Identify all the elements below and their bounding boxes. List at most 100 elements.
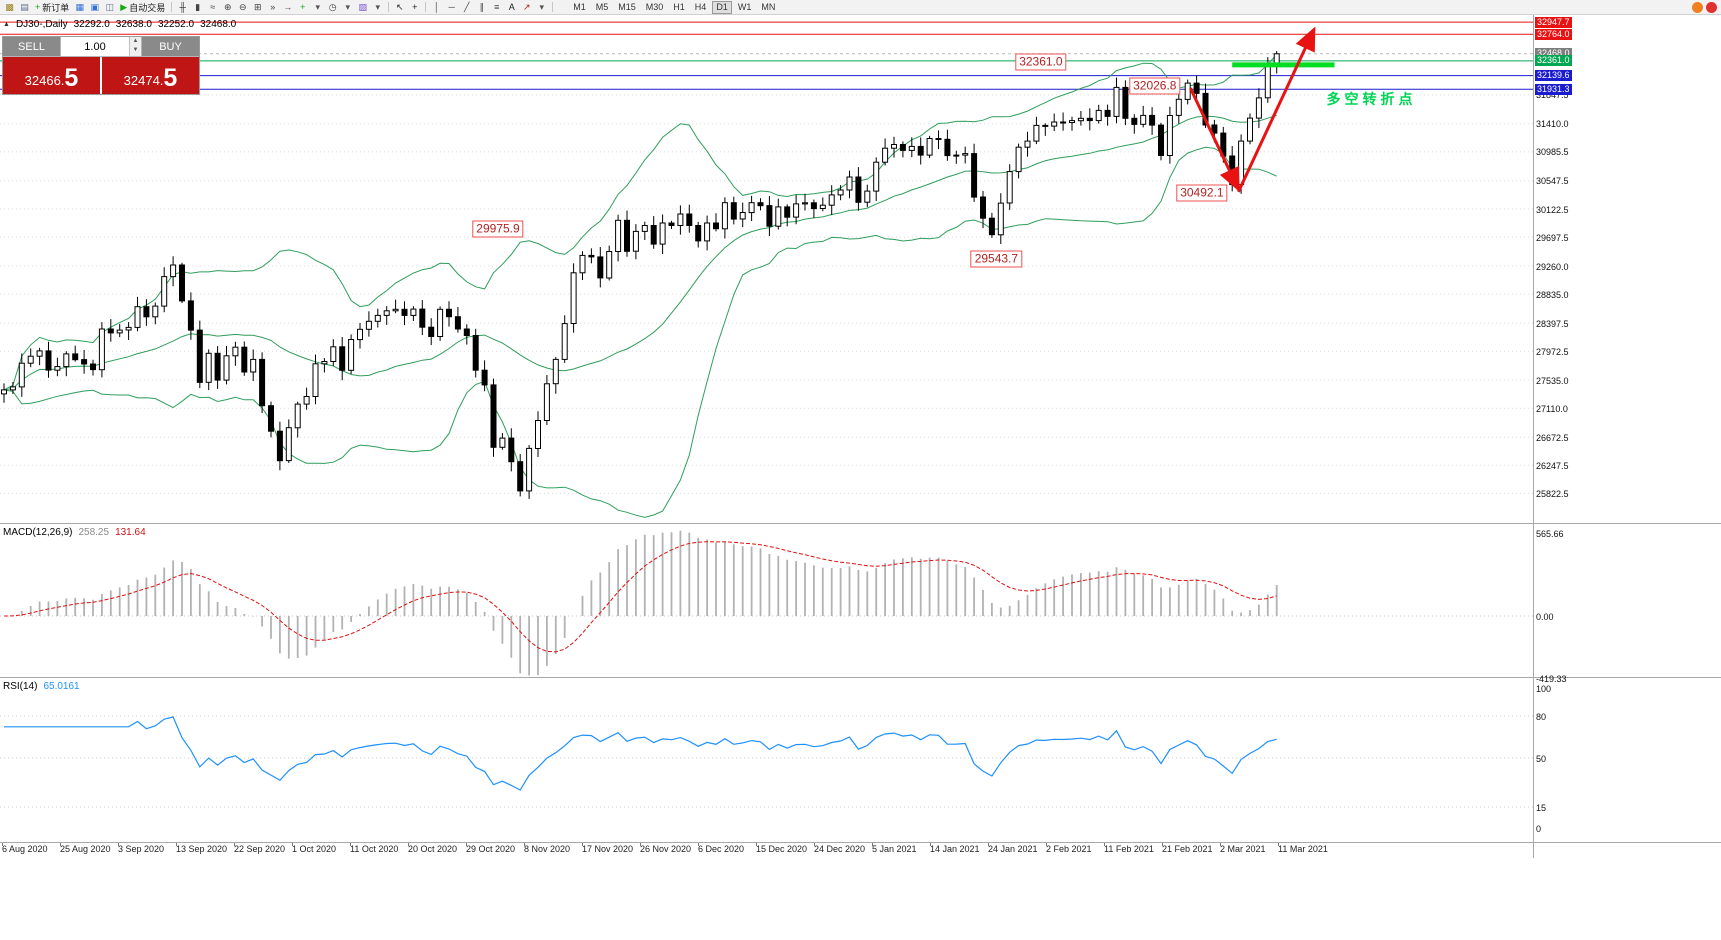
autotrade-button[interactable]: ▶ 自动交易 [120,1,165,14]
time-axis-label: 20 Oct 2020 [408,844,458,854]
time-axis-label: 25 Aug 2020 [60,844,111,854]
alert-badge-icon[interactable] [1706,2,1717,13]
time-axis-label: 13 Sep 2020 [176,844,228,854]
fibonacci-icon[interactable]: ≡ [490,1,503,14]
price-annotation[interactable]: 29975.9 [472,220,524,238]
price-level-tag: 32361.0 [1535,55,1572,67]
new-chart-icon[interactable]: ▩ [3,1,16,14]
channel-icon[interactable]: ∥ [475,1,488,14]
news-badge-icon[interactable] [1692,2,1703,13]
new-order-button-label: 新订单 [42,2,70,13]
horizontal-line-icon[interactable]: ─ [445,1,458,14]
macd-main-value: 258.25 [78,527,110,538]
macd-name: MACD(12,26,9) [3,527,73,538]
horizontal-level-lines[interactable] [0,21,1533,90]
period-dropdown-caret[interactable]: ▾ [341,1,354,14]
macd-axis-label: 565.66 [1536,529,1564,539]
market-watch-icon[interactable]: ▦ [73,1,86,14]
price-level-tag: 31931.3 [1535,83,1572,95]
toolbar-separator [425,2,427,12]
shapes-dropdown-caret[interactable]: ▾ [535,1,548,14]
arrows-tool-icon[interactable]: ↗ [520,1,533,14]
tile-windows-icon[interactable]: ⊞ [251,1,264,14]
crosshair-icon: + [412,2,418,12]
auto-scroll-icon[interactable]: » [266,1,279,14]
data-window-icon[interactable]: ▣ [88,1,101,14]
indicators-dropdown-caret[interactable]: ▾ [311,1,324,14]
period-icon[interactable]: ◷ [326,1,339,14]
zoom-in-icon: ⊕ [223,1,232,12]
price-annotation[interactable]: 32361.0 [1015,53,1067,71]
timeframe-button-h1[interactable]: H1 [673,1,685,12]
price-annotation[interactable]: 32026.8 [1129,77,1181,95]
ohlc-close: 32468.0 [200,19,237,30]
timeframe-button-m5[interactable]: M5 [595,1,609,12]
time-axis-label: 24 Dec 2020 [814,844,866,854]
chart-header: ▲ DJ30-,Daily 32292.0 32638.0 32252.0 32… [3,19,236,30]
price-annotation[interactable]: 30492.1 [1176,184,1228,202]
horizontal-line-icon: ─ [448,2,455,12]
add-indicator-icon[interactable]: + [296,1,309,14]
time-axis-label: 8 Nov 2020 [524,844,571,854]
volume-spinner[interactable]: ▲ ▼ [129,37,141,56]
macd-indicator-label: MACD(12,26,9) 258.25 131.64 [3,527,146,538]
spinner-up-icon[interactable]: ▲ [132,38,139,44]
price-axis-label: 26672.5 [1536,432,1569,443]
ohlc-high: 32638.0 [115,19,152,30]
sell-button[interactable]: 32466. 5 [3,57,100,94]
sell-header-label: SELL [3,37,60,56]
arrows-tool-icon: ↗ [522,1,531,12]
symbol-period-label: DJ30-,Daily [15,19,68,30]
new-chart-icon: ▩ [5,1,14,12]
rsi-axis-label: 50 [1536,754,1547,764]
time-axis-label: 3 Sep 2020 [118,844,165,854]
price-axis-label: 26247.5 [1536,460,1569,471]
zoom-out-icon[interactable]: ⊖ [236,1,249,14]
timeframe-button-m15[interactable]: M15 [618,1,636,12]
trendline-icon[interactable]: ╱ [460,1,473,14]
text-label-icon[interactable]: A [505,1,518,14]
one-click-trading-panel: SELL 1.00 ▲ ▼ BUY 32466. 5 32474. 5 [2,36,200,95]
chart-shift-icon[interactable]: → [281,1,294,14]
template-icon[interactable]: ▨ [356,1,369,14]
timeframe-button-m1[interactable]: M1 [573,1,586,12]
cursor-icon[interactable]: ↖ [393,1,406,14]
timeframe-button-d1[interactable]: D1 [712,0,732,14]
price-annotation[interactable]: 29543.7 [970,250,1023,268]
price-axis-label: 31847.5 [1536,90,1569,101]
chart-profiles-icon[interactable]: ▤ [18,1,31,14]
text-label-icon: A [508,2,515,12]
time-axis-label: 6 Dec 2020 [698,844,745,854]
new-order-button[interactable]: + 新订单 [35,1,69,14]
buy-button[interactable]: 32474. 5 [102,57,199,94]
timeframe-button-h4[interactable]: H4 [694,1,707,12]
down-trend-arrow[interactable] [1189,87,1240,193]
bars-mode-icon[interactable]: ╫ [176,1,189,14]
vertical-line-icon[interactable]: │ [430,1,443,14]
timeframe-button-w1[interactable]: W1 [737,1,752,12]
time-axis-label: 11 Feb 2021 [1104,844,1154,854]
turning-point-note[interactable]: 多空转折点 [1326,90,1417,107]
crosshair-icon[interactable]: + [408,1,421,14]
bollinger-middle-band [3,114,1277,391]
timeframe-button-m30[interactable]: M30 [645,1,664,12]
up-trend-arrow[interactable] [1237,26,1316,193]
navigator-icon[interactable]: ◫ [103,1,116,14]
volume-input[interactable]: 1.00 ▲ ▼ [60,37,142,56]
spinner-down-icon[interactable]: ▼ [132,47,139,53]
period-icon: ◷ [328,1,337,12]
collapse-panel-icon[interactable]: ▲ [3,21,10,28]
trendline-icon: ╱ [464,1,470,12]
template-dropdown-caret[interactable]: ▾ [371,1,384,14]
data-window-icon: ▣ [90,1,100,12]
panel-separator[interactable] [0,523,1721,524]
timeframe-button-mn[interactable]: MN [761,1,776,12]
shapes-dropdown-caret: ▾ [539,1,544,12]
zoom-in-icon[interactable]: ⊕ [221,1,234,14]
panel-separator[interactable] [0,677,1721,678]
price-axis-label: 28835.0 [1536,289,1569,300]
candles-mode-icon[interactable]: ▮ [191,1,204,14]
line-mode-icon[interactable]: ≈ [206,1,219,14]
